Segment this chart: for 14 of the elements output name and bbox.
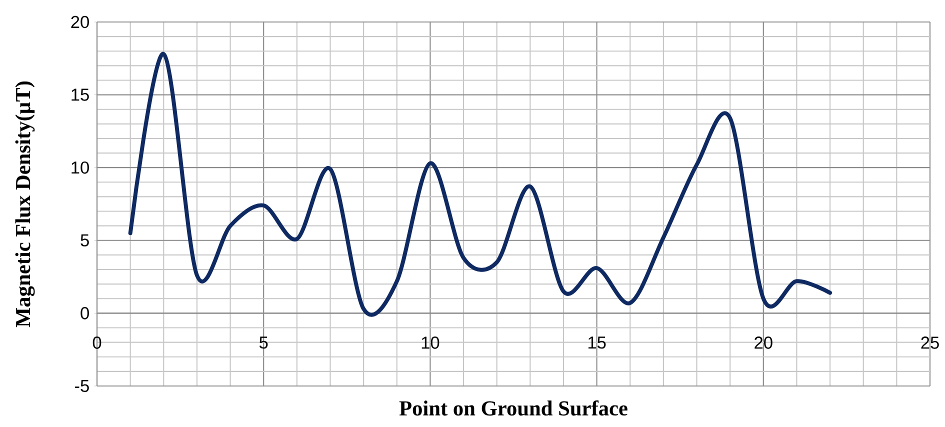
y-tick-label: 0	[80, 307, 89, 320]
x-axis-title: Point on Ground Surface	[399, 400, 628, 416]
x-tick-label: 20	[754, 336, 772, 349]
y-tick-label: -5	[74, 380, 89, 392]
y-tick-label: 20	[71, 16, 89, 28]
y-tick-label: 5	[80, 234, 89, 246]
x-tick-label: 5	[259, 336, 268, 349]
x-tick-label: 0	[92, 336, 102, 349]
x-tick-label: 15	[588, 336, 606, 349]
y-tick-label: 10	[72, 161, 89, 174]
x-tick-label: 25	[921, 336, 939, 349]
y-axis-title: Magnetic Flux Density(µT)	[15, 81, 35, 328]
y-tick-label: 15	[72, 88, 89, 101]
x-tick-label: 10	[422, 336, 440, 349]
